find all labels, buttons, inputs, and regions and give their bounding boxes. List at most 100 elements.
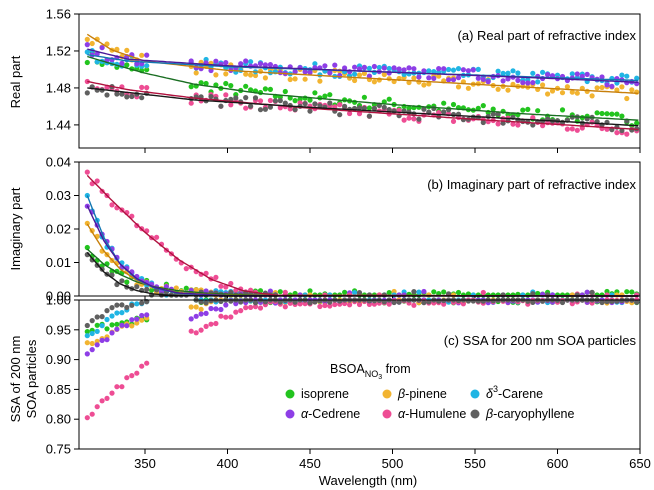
panel-c-point-ahumulene [188, 328, 194, 334]
x-tick-label: 600 [547, 456, 569, 471]
panel-a-point-bcaryophyllene [218, 103, 224, 109]
panel-c-y-tick-label: 0.75 [46, 442, 71, 457]
panel-a-point-bcaryophyllene [490, 111, 496, 117]
panel-a-point-d3carene [450, 67, 457, 73]
panel-b-point-bcaryophyllene [411, 289, 417, 295]
panel-a-point-isoprene [144, 67, 150, 73]
panel-b-point-acedrene [549, 292, 556, 298]
panel-a-point-acedrene [381, 65, 387, 71]
panel-c-point-bcaryophyllene [396, 299, 402, 305]
panel-b-point-isoprene [624, 289, 630, 295]
panel-a-point-isoprene [480, 103, 486, 109]
panel-a-point-isoprene [500, 108, 506, 114]
panel-a-point-bpinene [381, 71, 387, 78]
panel-a-point-acedrene [520, 80, 526, 86]
panel-a-point-isoprene [312, 90, 318, 96]
panel-a-point-isoprene [213, 82, 219, 88]
panel-a-point-bcaryophyllene [391, 108, 397, 114]
panel-a-point-isoprene [599, 110, 605, 117]
panel-a-point-bpinene [252, 72, 259, 79]
panel-c-point-bcaryophyllene [634, 299, 640, 305]
panel-c-y-tick-label: 0.90 [46, 352, 71, 367]
panel-b-point-isoprene [564, 292, 571, 298]
legend-label-isoprene: isoprene [301, 387, 349, 401]
panel-c-point-bpinene [89, 340, 95, 347]
panel-b-point-bcaryophyllene [530, 291, 536, 297]
panel-b-point-d3carene [352, 290, 358, 296]
panel-c-point-bcaryophyllene [317, 298, 323, 304]
panel-b-point-bpinene [84, 220, 90, 226]
panel-c-point-ahumulene [228, 314, 234, 320]
legend-title-subscript-2: 3 [378, 374, 382, 381]
panel-c-point-ahumulene [218, 313, 224, 319]
panel-a-fit-isoprene [87, 55, 639, 121]
panel-b-point-acedrene [421, 288, 427, 295]
panel-b-point-d3carene [416, 289, 422, 295]
panel-c-point-d3carene [114, 310, 120, 316]
panel-c-point-acedrene [119, 322, 125, 328]
panel-a-point-bcaryophyllene [317, 103, 323, 109]
panel-c-point-bcaryophyllene [124, 304, 130, 311]
panel-a-point-bpinene [545, 91, 551, 97]
panel-a-y-tick-label: 1.52 [46, 43, 71, 58]
panel-c-point-isoprene [109, 322, 115, 328]
panel-c-point-ahumulene [332, 301, 338, 308]
panel-c-point-bcaryophyllene [292, 299, 298, 305]
panel-c-point-bcaryophyllene [475, 298, 481, 304]
panel-a-point-bcaryophyllene [292, 106, 298, 113]
panel-c-point-ahumulene [248, 304, 254, 310]
panel-a-point-ahumulene [267, 97, 273, 104]
panel-a-point-bcaryophyllene [124, 94, 130, 100]
panel-c-point-bcaryophyllene [327, 299, 333, 305]
panel-c-point-d3carene [84, 333, 90, 339]
panel-a-point-d3carene [500, 70, 506, 76]
panel-c-point-bcaryophyllene [307, 300, 313, 306]
panel-a-point-bpinene [124, 47, 130, 54]
panel-a-point-ahumulene [223, 92, 229, 98]
panel-a-point-bpinene [361, 70, 367, 76]
panel-a-point-bpinene [584, 88, 590, 94]
panel-b-point-acedrene [203, 288, 209, 294]
panel-c-point-ahumulene [89, 411, 95, 417]
panel-a-point-isoprene [604, 111, 610, 117]
panel-c-point-ahumulene [139, 363, 145, 369]
panel-a-point-bpinene [421, 82, 427, 88]
panel-a-point-isoprene [535, 108, 541, 114]
panel-a-point-acedrene [545, 72, 551, 78]
panel-a-point-d3carene [248, 59, 254, 65]
panel-c-point-bcaryophyllene [129, 302, 135, 308]
panel-a-point-ahumulene [257, 98, 264, 104]
legend-label-part: α [301, 407, 309, 421]
legend-label-part: -Carene [498, 387, 543, 401]
panel-b-point-ahumulene [634, 292, 640, 298]
panel-b-y-tick-label: 0.04 [46, 155, 71, 170]
panel-a-point-isoprene [302, 95, 308, 101]
legend-label-part: 3 [493, 384, 498, 394]
panel-a-point-bpinene [569, 89, 575, 95]
legend-label-part: δ [486, 387, 494, 401]
panel-a-point-bcaryophyllene [233, 95, 239, 101]
panel-a-point-ahumulene [515, 122, 521, 128]
panel-a-point-acedrene [322, 63, 328, 69]
panel-a-point-bcaryophyllene [337, 112, 343, 118]
panel-c-y-tick-label: 1.00 [46, 293, 71, 308]
panel-a-point-d3carene [530, 70, 536, 76]
panel-a-point-isoprene [609, 111, 615, 117]
panel-c: 0.75 0.80 0.85 0.90 0.95 1.00 (c) SSA for 200… [8, 293, 641, 457]
legend-label-ahumulene: α-Humulene [398, 407, 466, 421]
panel-b-point-isoprene [183, 285, 189, 291]
panel-a-point-bcaryophyllene [450, 111, 457, 118]
panel-c-point-bcaryophyllene [84, 322, 90, 329]
panel-b-y-axis-title: Imaginary part [8, 187, 23, 270]
panel-a-point-ahumulene [347, 110, 353, 117]
legend-label-part: α [398, 407, 406, 421]
panel-a-point-d3carene [366, 65, 372, 71]
panel-a-point-ahumulene [411, 116, 417, 122]
panel-a-point-isoprene [594, 110, 600, 116]
panel-c-point-acedrene [193, 313, 199, 319]
panel-b-point-isoprene [525, 292, 531, 298]
panel-b-point-ahumulene [84, 169, 90, 175]
panel-a-point-bpinene [614, 87, 620, 93]
panel-c-point-ahumulene [223, 314, 229, 320]
panel-a-point-isoprene [416, 104, 422, 110]
